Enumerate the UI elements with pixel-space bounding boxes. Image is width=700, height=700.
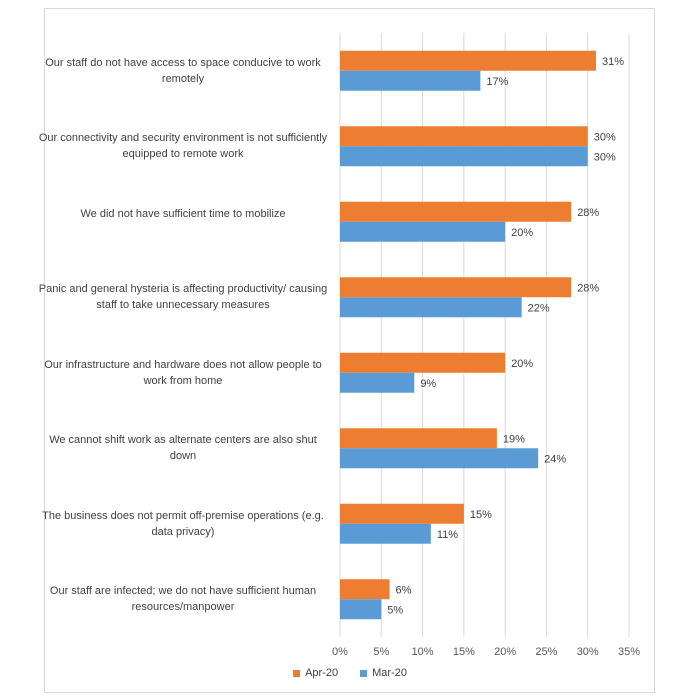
category-label: The business does not permit off-premise… — [42, 509, 324, 538]
category-label: Panic and general hysteria is affecting … — [38, 283, 328, 312]
category-label: We cannot shift work as alternate center… — [49, 434, 317, 463]
bar — [340, 523, 431, 544]
x-tick-label: 35% — [618, 646, 640, 658]
category-label: We did not have sufficient time to mobil… — [80, 207, 286, 220]
legend-swatch — [360, 669, 368, 677]
category-label: Our staff are infected; we do not have s… — [49, 585, 317, 614]
bar — [340, 448, 539, 469]
data-label: 28% — [577, 282, 599, 294]
legend: Apr-20 Mar-20 — [0, 667, 700, 679]
category-label: Our infrastructure and hardware does not… — [44, 358, 322, 387]
chart-frame — [44, 8, 655, 693]
x-tick-label: 15% — [453, 646, 475, 658]
legend-label: Apr-20 — [305, 667, 339, 679]
x-tick-label: 10% — [412, 646, 434, 658]
data-label: 24% — [544, 453, 566, 465]
bar — [340, 277, 572, 298]
data-label: 19% — [503, 433, 525, 445]
bar — [340, 221, 506, 242]
data-label: 20% — [511, 227, 533, 239]
data-label: 30% — [594, 151, 616, 163]
category-label: Our connectivity and security environmen… — [38, 132, 328, 161]
legend-label: Mar-20 — [372, 667, 407, 679]
bar — [340, 126, 588, 147]
x-tick-label: 20% — [494, 646, 516, 658]
data-label: 30% — [594, 131, 616, 143]
data-label: 9% — [420, 378, 436, 390]
data-label: 6% — [396, 584, 412, 596]
bar — [340, 428, 497, 449]
legend-item: Apr-20 — [293, 667, 338, 679]
legend-item: Mar-20 — [360, 667, 407, 679]
x-tick-label: 5% — [373, 646, 389, 658]
bar — [340, 503, 464, 524]
legend-swatch — [293, 669, 301, 677]
bar — [340, 599, 382, 620]
data-label: 20% — [511, 358, 533, 370]
bar — [340, 352, 506, 373]
bar — [340, 297, 522, 318]
x-tick-label: 30% — [577, 646, 599, 658]
data-label: 15% — [470, 509, 492, 521]
bar — [340, 50, 596, 71]
data-label: 17% — [486, 76, 508, 88]
bar — [340, 201, 572, 222]
x-tick-label: 0% — [332, 646, 348, 658]
data-label: 5% — [387, 604, 403, 616]
bar — [340, 146, 588, 167]
bar — [340, 579, 390, 600]
data-label: 28% — [577, 207, 599, 219]
bar — [340, 372, 415, 393]
data-label: 22% — [528, 302, 550, 314]
x-tick-label: 25% — [535, 646, 557, 658]
data-label: 31% — [602, 56, 624, 68]
category-label: Our staff do not have access to space co… — [45, 56, 321, 85]
data-label: 11% — [437, 529, 458, 541]
bar — [340, 70, 481, 91]
